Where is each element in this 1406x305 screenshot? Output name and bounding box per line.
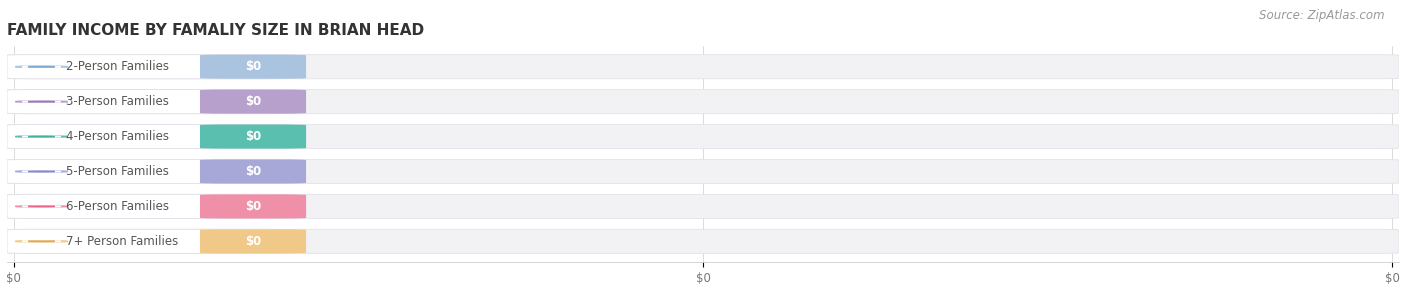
Circle shape — [15, 206, 67, 207]
FancyBboxPatch shape — [7, 90, 1399, 114]
Circle shape — [15, 66, 67, 67]
Circle shape — [22, 206, 60, 207]
Text: 2-Person Families: 2-Person Families — [66, 60, 169, 73]
Text: 4-Person Families: 4-Person Families — [66, 130, 169, 143]
FancyBboxPatch shape — [7, 124, 290, 149]
FancyBboxPatch shape — [200, 194, 307, 218]
FancyBboxPatch shape — [7, 124, 1399, 149]
Text: 6-Person Families: 6-Person Families — [66, 200, 169, 213]
Circle shape — [28, 136, 55, 137]
Circle shape — [22, 66, 60, 67]
FancyBboxPatch shape — [7, 90, 290, 114]
FancyBboxPatch shape — [7, 55, 290, 79]
Circle shape — [28, 66, 55, 67]
FancyBboxPatch shape — [7, 229, 290, 253]
Circle shape — [28, 241, 55, 242]
Circle shape — [15, 101, 67, 102]
Text: $0: $0 — [245, 95, 262, 108]
Circle shape — [15, 136, 67, 137]
Circle shape — [22, 171, 60, 172]
Text: $0: $0 — [245, 130, 262, 143]
Text: 3-Person Families: 3-Person Families — [66, 95, 169, 108]
Circle shape — [22, 241, 60, 242]
Circle shape — [22, 136, 60, 137]
FancyBboxPatch shape — [7, 160, 1399, 184]
Circle shape — [15, 171, 67, 172]
Text: 5-Person Families: 5-Person Families — [66, 165, 169, 178]
FancyBboxPatch shape — [200, 124, 307, 149]
Text: $0: $0 — [245, 235, 262, 248]
Text: Source: ZipAtlas.com: Source: ZipAtlas.com — [1260, 9, 1385, 22]
Circle shape — [28, 171, 55, 172]
FancyBboxPatch shape — [7, 55, 1399, 79]
Circle shape — [22, 101, 60, 102]
Text: 7+ Person Families: 7+ Person Families — [66, 235, 179, 248]
Text: $0: $0 — [245, 60, 262, 73]
Text: $0: $0 — [245, 200, 262, 213]
FancyBboxPatch shape — [7, 229, 1399, 253]
FancyBboxPatch shape — [7, 160, 290, 184]
FancyBboxPatch shape — [200, 229, 307, 253]
FancyBboxPatch shape — [200, 90, 307, 114]
Circle shape — [15, 241, 67, 242]
FancyBboxPatch shape — [7, 194, 290, 218]
FancyBboxPatch shape — [200, 55, 307, 79]
Circle shape — [28, 101, 55, 102]
FancyBboxPatch shape — [200, 160, 307, 184]
Text: FAMILY INCOME BY FAMALIY SIZE IN BRIAN HEAD: FAMILY INCOME BY FAMALIY SIZE IN BRIAN H… — [7, 23, 425, 38]
FancyBboxPatch shape — [7, 194, 1399, 218]
Text: $0: $0 — [245, 165, 262, 178]
Circle shape — [28, 206, 55, 207]
